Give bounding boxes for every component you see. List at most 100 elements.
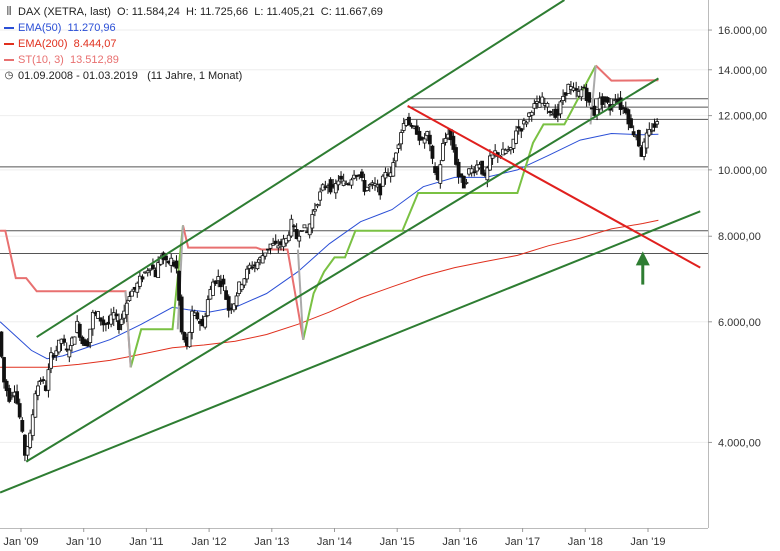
legend-st-value: 13.512,89	[69, 54, 119, 66]
candle-body	[46, 369, 51, 391]
x-tick-label: Jan '18	[568, 536, 603, 548]
legend-ema50-row[interactable]: EMA(50) 11.270,96	[4, 20, 383, 36]
candle-body	[636, 129, 641, 147]
candle-body	[393, 152, 398, 162]
candle-body	[420, 137, 424, 140]
candle-body	[414, 125, 419, 135]
candle-body	[441, 143, 445, 161]
candle-body	[294, 229, 299, 240]
support-arrow-head	[635, 251, 650, 266]
candle-body	[302, 224, 307, 229]
candle-body	[41, 379, 46, 382]
candle-body	[4, 380, 9, 392]
candle-body	[124, 302, 129, 316]
candle-body	[77, 323, 82, 338]
candle-body	[140, 276, 145, 280]
candle-body	[64, 348, 69, 351]
candle-body	[211, 281, 215, 296]
candle-body	[38, 380, 43, 382]
x-tick-label: Jan '12	[192, 536, 227, 548]
candle-body	[655, 121, 660, 125]
candle-body	[362, 180, 367, 192]
candle-body	[127, 296, 132, 302]
x-tick-label: Jan '14	[317, 536, 352, 548]
candle-body	[642, 141, 646, 157]
candle-body	[299, 230, 304, 232]
candle-body	[179, 296, 184, 333]
candle-body	[524, 121, 529, 125]
legend-ema50-value: 11.270,96	[67, 22, 116, 34]
candle-body	[213, 280, 218, 285]
candle-body	[15, 391, 19, 404]
candle-body	[391, 162, 396, 177]
supertrend-down	[595, 64, 659, 82]
candle-body	[271, 243, 276, 246]
candle-body	[286, 234, 291, 242]
candle-body	[190, 310, 195, 333]
candle-body	[51, 355, 56, 358]
legend-ema200-label: EMA(200)	[18, 38, 68, 50]
candle-body	[2, 357, 6, 383]
candle-body	[459, 173, 464, 178]
candle-body	[265, 248, 270, 251]
candle-body	[349, 179, 354, 186]
candle-body	[574, 88, 579, 91]
legend-ema50-label: EMA(50)	[18, 22, 62, 34]
candle-body	[7, 388, 12, 402]
trendline-long-uptrend	[0, 210, 701, 494]
candle-body	[409, 125, 414, 127]
st-swatch	[4, 59, 14, 61]
candle-body	[151, 264, 155, 270]
candle-body	[242, 278, 247, 286]
candle-body	[469, 168, 474, 174]
candle-body	[263, 252, 268, 257]
candle-body	[310, 214, 315, 229]
trendline-up-channel-top	[36, 0, 565, 338]
candle-body	[20, 420, 25, 432]
candle-body	[54, 350, 59, 356]
candle-body	[17, 403, 22, 418]
candle-body	[532, 103, 537, 109]
candle-body	[519, 128, 524, 132]
candle-body	[506, 149, 511, 152]
legend-range: 01.09.2008 - 01.03.2019	[18, 70, 138, 82]
candle-body	[417, 130, 422, 141]
x-tick-label: Jan '10	[66, 536, 101, 548]
candle-body	[456, 161, 461, 178]
candle-body	[307, 223, 312, 236]
candle-body	[485, 167, 490, 181]
candle-body	[28, 432, 33, 448]
candle-body	[315, 204, 320, 207]
candle-body	[529, 111, 534, 116]
candle-body	[378, 183, 383, 196]
candle-body	[488, 155, 492, 171]
candle-body	[148, 268, 153, 271]
legend-st-row[interactable]: ST(10, 3) 13.512,89	[4, 52, 383, 68]
candle-body	[130, 290, 134, 297]
candle-body	[647, 129, 652, 136]
legend-close: C: 11.667,69	[320, 6, 383, 18]
trendline-up-channel-bottom	[25, 77, 659, 463]
candle-body	[472, 171, 477, 174]
candle-body	[427, 134, 432, 145]
candle-body	[561, 95, 565, 101]
candle-body	[644, 132, 649, 149]
candle-body	[367, 184, 372, 187]
candle-body	[187, 331, 192, 348]
legend-ema200-row[interactable]: EMA(200) 8.444,07	[4, 36, 383, 52]
candle-body	[631, 131, 636, 136]
candle-body	[451, 135, 456, 150]
candle-body	[422, 138, 427, 144]
legend-ema200-value: 8.444,07	[73, 38, 117, 50]
candlestick-icon: ⫼	[6, 6, 12, 17]
candle-body	[169, 257, 174, 266]
clock-icon: ◷	[4, 70, 14, 81]
candle-body	[289, 218, 294, 237]
candle-body	[336, 180, 341, 186]
candle-body	[232, 303, 236, 311]
candle-body	[399, 132, 404, 145]
legend-range-row: ◷ 01.09.2008 - 01.03.2019 (11 Jahre, 1 M…	[4, 68, 383, 84]
candles	[0, 81, 660, 463]
candle-body	[49, 352, 53, 369]
